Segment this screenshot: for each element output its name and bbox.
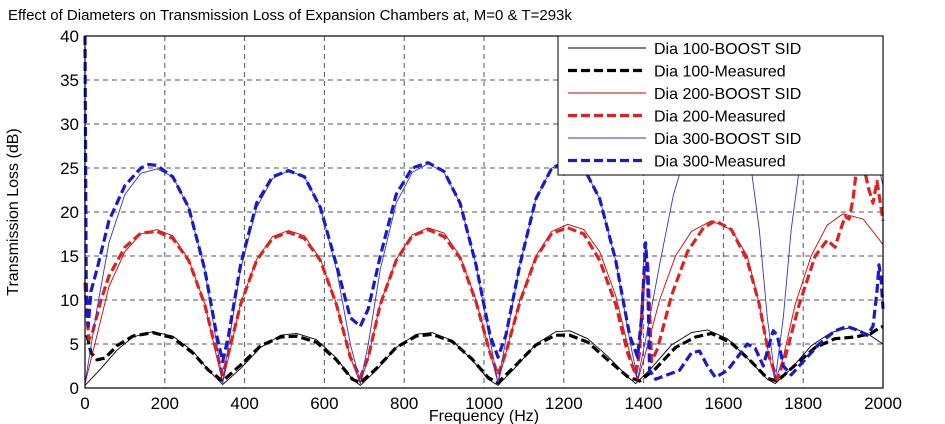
y-tick-label: 20 [60, 203, 79, 222]
y-tick-label: 25 [60, 159, 79, 178]
legend-label: Dia 100-BOOST SID [654, 41, 801, 58]
y-tick-label: 30 [60, 115, 79, 134]
y-tick-label: 40 [60, 27, 79, 46]
y-tick-label: 35 [60, 71, 79, 90]
y-tick-label: 5 [70, 335, 79, 354]
x-tick-label: 1200 [545, 394, 583, 413]
series-line-2 [85, 324, 884, 385]
series-line-6 [83, 35, 885, 381]
chart-title: Effect of Diameters on Transmission Loss… [8, 7, 572, 24]
x-tick-label: 1400 [625, 394, 663, 413]
legend: Dia 100-BOOST SID Dia 100-Measured Dia 200… [557, 35, 884, 176]
x-tick-label: 800 [390, 394, 418, 413]
legend-box [557, 35, 884, 176]
y-tick-label: 0 [70, 379, 79, 398]
x-tick-label: 200 [151, 394, 179, 413]
series-line-4 [83, 153, 885, 381]
y-tick-label: 10 [60, 291, 79, 310]
x-tick-label: 400 [230, 394, 258, 413]
x-tick-label: 1000 [465, 394, 503, 413]
y-tick-label: 15 [60, 247, 79, 266]
plot-frame [84, 35, 884, 389]
x-tick-label: 1800 [784, 394, 822, 413]
legend-label: Dia 300-BOOST SID [654, 131, 801, 148]
y-axis-label: Transmission Loss (dB) [5, 128, 22, 295]
legend-label: Dia 300-Measured [654, 154, 786, 171]
x-axis-label: Frequency (Hz) [429, 408, 539, 424]
x-tick-label: 1600 [704, 394, 742, 413]
x-tick-label: 0 [80, 394, 89, 413]
legend-label: Dia 200-Measured [654, 109, 786, 126]
x-tick-label: 600 [310, 394, 338, 413]
series-layer [83, 35, 885, 386]
x-tick-label: 2000 [864, 394, 902, 413]
legend-label: Dia 200-BOOST SID [654, 86, 801, 103]
axis-ticks: 0 200 400 600 800 1000 1200 1400 1600 1800 2000 0 5 1… [60, 27, 902, 413]
legend-label: Dia 100-Measured [654, 64, 786, 81]
series-line-5 [84, 123, 884, 384]
